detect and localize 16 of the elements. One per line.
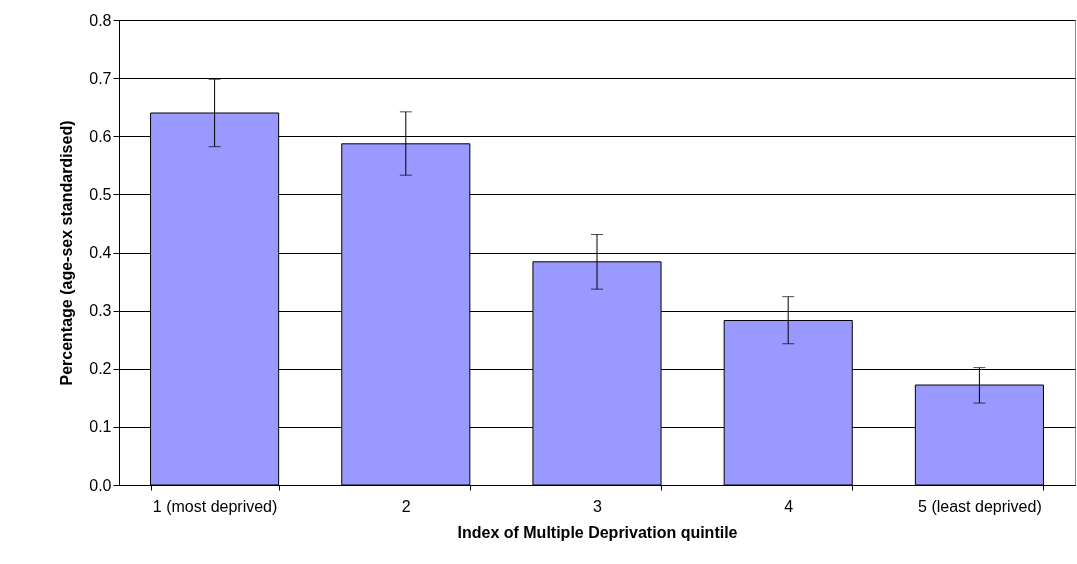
x-tick-label: 3 bbox=[593, 497, 603, 515]
x-tick-label: 4 bbox=[784, 497, 794, 515]
x-tick-label: 5 (least deprived) bbox=[918, 497, 1042, 515]
y-tick-label: 0.8 bbox=[89, 11, 112, 29]
x-tick-label: 2 bbox=[401, 497, 411, 515]
y-tick-label: 0.1 bbox=[89, 418, 112, 436]
y-tick-label: 0.5 bbox=[89, 185, 112, 203]
x-axis-title: Index of Multiple Deprivation quintile bbox=[457, 523, 738, 541]
y-tick-label: 0.6 bbox=[89, 127, 112, 145]
y-tick-label: 0.4 bbox=[89, 244, 112, 261]
y-tick-label: 0.2 bbox=[89, 360, 112, 378]
y-axis-title: Percentage (age-sex standardised) bbox=[58, 120, 76, 386]
x-tick-label: 1 (most deprived) bbox=[152, 497, 278, 515]
y-tick-label: 0.0 bbox=[89, 476, 112, 494]
y-tick-label: 0.3 bbox=[89, 302, 112, 320]
y-tick-label: 0.7 bbox=[89, 69, 112, 87]
